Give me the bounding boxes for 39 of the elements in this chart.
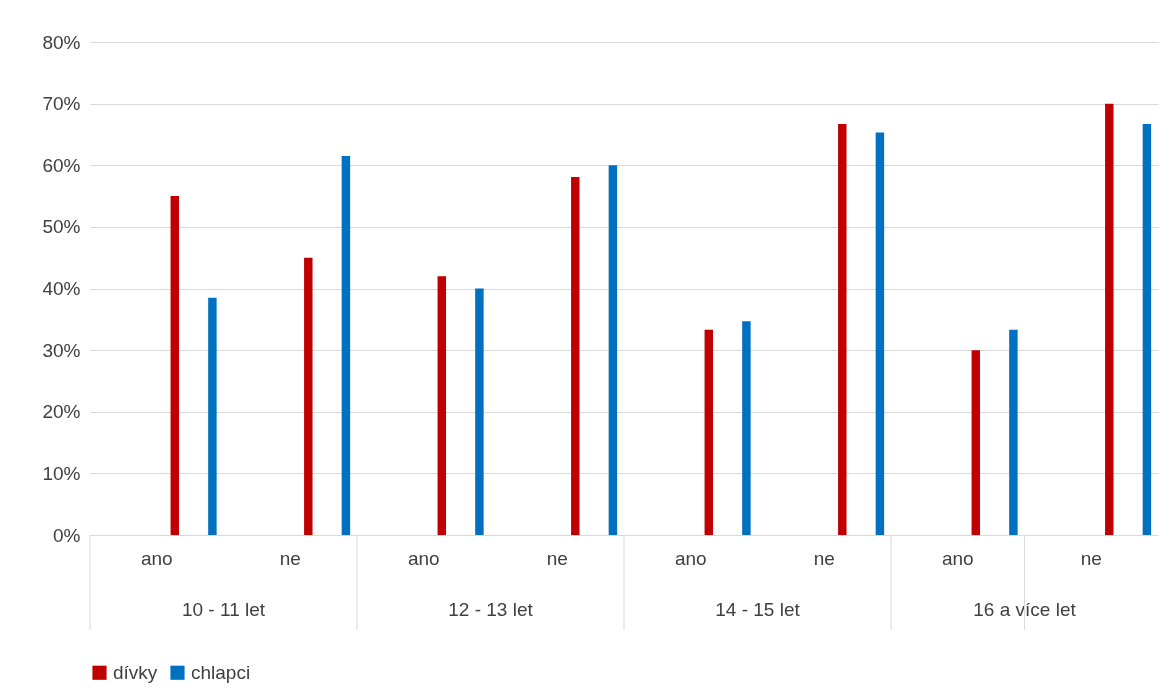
x-tick-label: ano bbox=[941, 547, 974, 569]
y-tick-label: 40% bbox=[42, 278, 81, 299]
bar bbox=[571, 176, 580, 535]
bar bbox=[341, 156, 351, 535]
bar bbox=[1105, 103, 1114, 535]
bar bbox=[971, 350, 981, 535]
bar bbox=[608, 165, 618, 535]
bar bbox=[437, 276, 447, 535]
text: 10 - 11 let bbox=[181, 599, 266, 620]
y-tick-label: 20% bbox=[42, 401, 81, 423]
y-tick-label: 10% bbox=[42, 462, 81, 484]
y-tick-label: 50% bbox=[42, 216, 81, 238]
x-tick-label: ne bbox=[546, 547, 568, 569]
text: 14 - 15 let bbox=[715, 599, 801, 620]
bar bbox=[170, 196, 180, 535]
text: 16 a více let bbox=[973, 599, 1077, 620]
legend-label: dívky bbox=[113, 661, 158, 683]
y-tick-label: 0% bbox=[53, 524, 81, 546]
x-tick-label: ano bbox=[674, 547, 707, 569]
text: 12 - 13 let bbox=[448, 599, 534, 620]
y-tick-label: 60% bbox=[42, 154, 81, 176]
bar bbox=[875, 132, 885, 535]
bar bbox=[1009, 329, 1018, 535]
x-tick-label: ano bbox=[407, 547, 440, 569]
y-tick-label: 70% bbox=[42, 93, 81, 115]
bar bbox=[1142, 123, 1152, 535]
x-tick-label: ne bbox=[813, 547, 835, 569]
bar bbox=[704, 329, 714, 535]
x-tick-label: ano bbox=[140, 547, 173, 569]
bar bbox=[838, 123, 847, 535]
x-tick-label: ne bbox=[1080, 547, 1102, 569]
bar bbox=[742, 321, 751, 535]
legend-label: chlapci bbox=[191, 661, 251, 683]
y-tick-label: 80% bbox=[42, 31, 81, 53]
y-tick-label: 30% bbox=[42, 339, 81, 361]
bar bbox=[475, 288, 484, 535]
bar bbox=[304, 257, 313, 535]
x-tick-label: ne bbox=[279, 547, 301, 569]
bar bbox=[208, 297, 217, 535]
